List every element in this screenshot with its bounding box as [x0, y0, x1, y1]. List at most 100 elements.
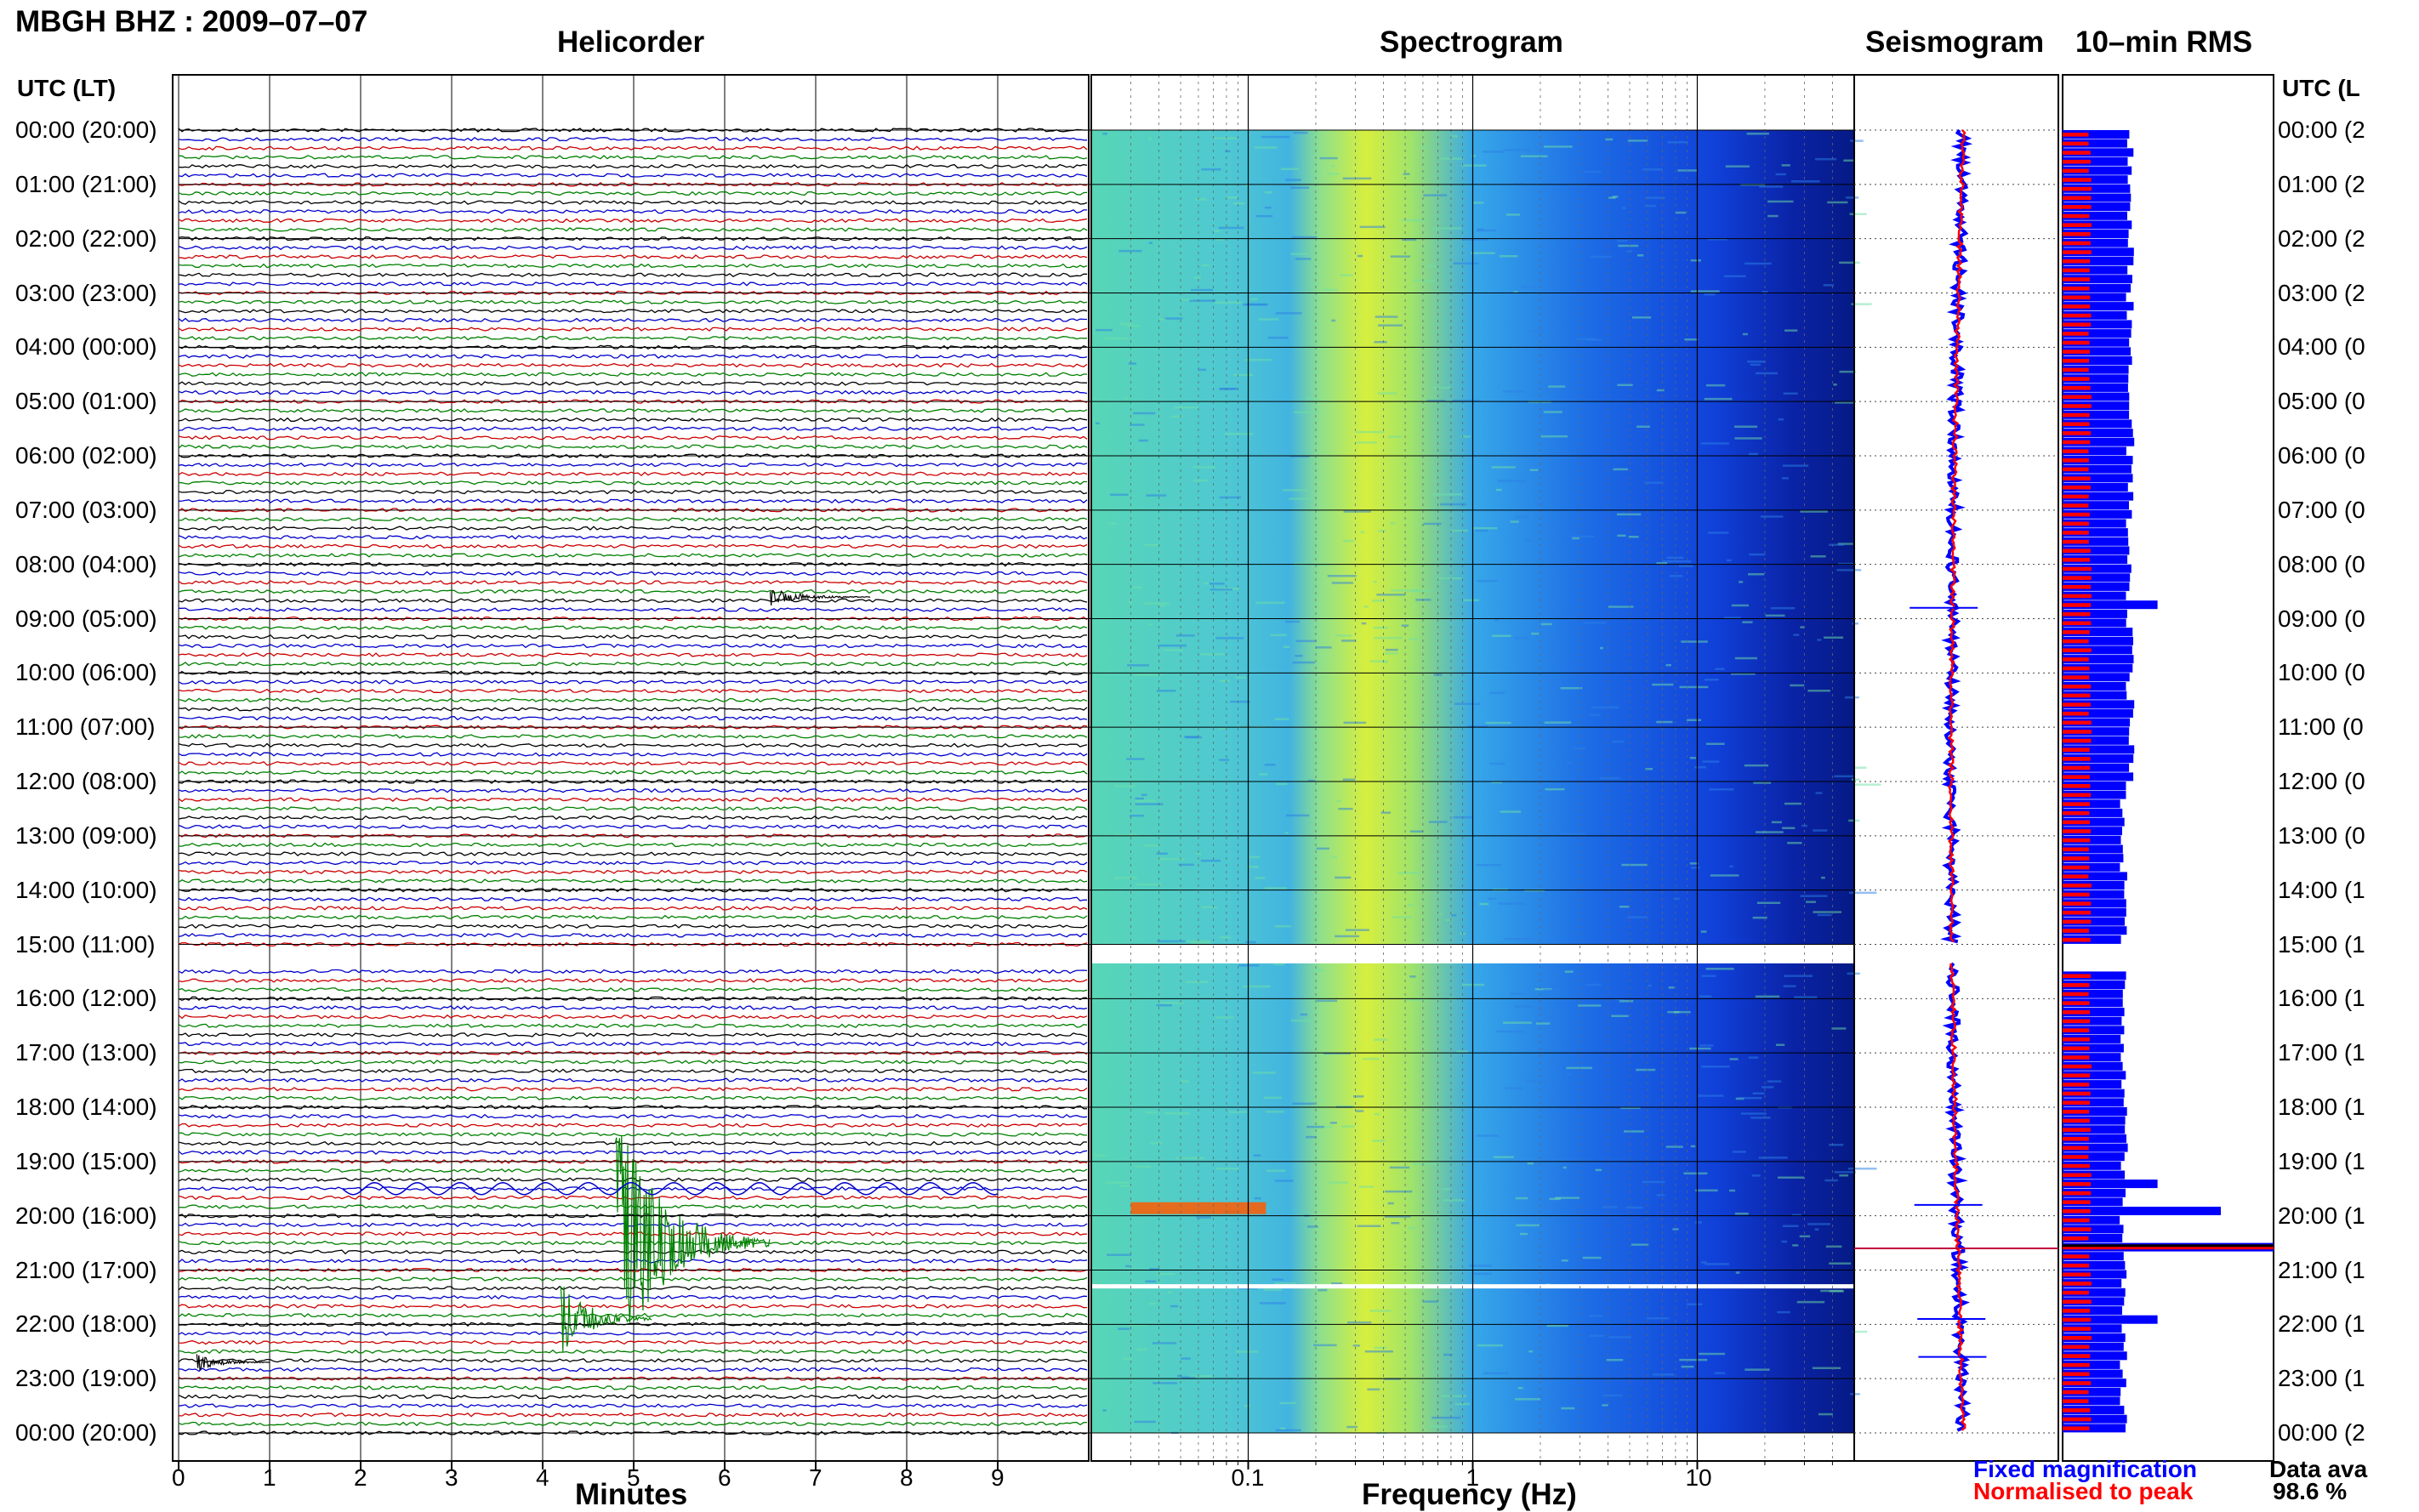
helicorder-trace [178, 906, 1088, 911]
spectrogram-texture [1264, 887, 1287, 890]
spectrogram-texture [1428, 821, 1448, 823]
utc-row-label-right: 19:00 (1 [2278, 1147, 2365, 1174]
spectrogram-texture [1274, 1179, 1294, 1182]
rms-fixed-bar [2063, 1179, 2158, 1189]
spectrogram-texture [1637, 254, 1644, 257]
spectrogram-texture [1357, 1225, 1381, 1227]
spectrogram-texture [1488, 897, 1497, 901]
spectrogram-texture [1834, 401, 1855, 404]
spectrogram-texture [1585, 983, 1602, 986]
rms-fixed-bar [2063, 365, 2129, 374]
spectrogram-texture [1752, 916, 1767, 919]
spectrogram-texture [1735, 1271, 1740, 1274]
spectrogram-texture [1617, 384, 1633, 386]
spectrogram-texture [1378, 530, 1386, 532]
rms-fixed-bar [2063, 202, 2131, 212]
rms-normalised-bar [2063, 422, 2090, 426]
spectrogram-texture [1778, 1176, 1804, 1179]
rms-fixed-bar [2063, 456, 2133, 464]
spectrogram-texture [1201, 264, 1210, 267]
spectrogram-texture [1361, 622, 1367, 625]
spectrogram-texture [1613, 468, 1628, 471]
spectrogram-texture [1700, 930, 1707, 933]
spectrogram-texture [1513, 182, 1524, 185]
rms-fixed-bar [2063, 1016, 2122, 1026]
utc-row-label: 08:00 (04:00) [15, 550, 157, 577]
spectrogram-texture [1762, 291, 1768, 293]
spectrogram-texture [1445, 918, 1453, 922]
utc-axis-header-right: UTC (L [2282, 75, 2360, 101]
spectrogram-texture [1818, 1413, 1833, 1416]
spectrogram-texture [1170, 415, 1184, 418]
utc-row-label-right: 17:00 (1 [2278, 1039, 2365, 1066]
rms-fixed-bar [2063, 275, 2132, 284]
rms-fixed-bar [2063, 392, 2130, 401]
spectrogram-texture [1306, 1125, 1324, 1128]
spectrogram-texture [1731, 604, 1749, 607]
spectrogram-texture [1127, 664, 1149, 667]
spectrogram-texture [1215, 238, 1224, 241]
spectrogram-texture [1748, 452, 1758, 456]
spectrogram-texture [1383, 661, 1387, 663]
rms-normalised-bar [2063, 675, 2090, 679]
spectrogram-texture [1255, 601, 1285, 605]
spectrogram-texture [1292, 661, 1315, 664]
utc-row-label: 17:00 (13:00) [15, 1039, 157, 1066]
helicorder-tick-label: 1 [263, 1464, 276, 1491]
spectrogram-texture [1806, 901, 1816, 903]
helicorder-trace [178, 761, 1088, 766]
spectrogram-texture [1853, 766, 1867, 769]
rms-normalised-bar [2063, 467, 2089, 472]
spectrogram-texture [1215, 1168, 1239, 1170]
spectrogram-texture [1476, 229, 1496, 232]
spectrogram-texture [1316, 646, 1332, 649]
helicorder-trace [179, 607, 1088, 612]
spectrogram-texture [1572, 537, 1579, 540]
spectrogram-texture [1224, 433, 1254, 435]
rms-fixed-bar [2063, 1369, 2123, 1378]
spectrogram-texture [1443, 1353, 1453, 1356]
spectrogram-texture [1456, 1050, 1468, 1053]
rms-normalised-bar [2063, 584, 2092, 589]
rms-normalised-bar [2063, 250, 2092, 254]
spectrogram-texture [1617, 534, 1626, 537]
rms-normalised-bar [2063, 241, 2091, 246]
spectrogram-texture [1163, 649, 1184, 651]
rms-fixed-bar [2063, 1406, 2125, 1415]
spectrogram-texture [1306, 1135, 1317, 1139]
spectrogram-texture [1812, 1367, 1841, 1369]
rms-normalised-bar [2063, 322, 2092, 327]
spectrogram-texture [1642, 168, 1663, 171]
helicorder-trace [178, 1421, 1088, 1427]
spectrogram-texture [1363, 605, 1369, 608]
spectrogram-texture [1756, 901, 1781, 904]
spectrogram-texture [1135, 1165, 1152, 1168]
helicorder-trace [178, 715, 1088, 721]
spectrogram-texture [1245, 941, 1256, 944]
utc-row-label-right: 05:00 (0 [2278, 388, 2365, 415]
spectrogram-texture [1707, 531, 1729, 534]
rms-normalised-bar [2063, 295, 2091, 300]
rms-normalised-bar [2063, 1399, 2089, 1403]
utc-row-label: 22:00 (18:00) [15, 1310, 157, 1338]
spectrogram-texture [1540, 435, 1568, 438]
spectrogram-texture [1329, 1181, 1348, 1184]
spectrogram-texture [1214, 137, 1238, 139]
rms-normalised-bar [2063, 874, 2089, 878]
spectrogram-texture [1415, 599, 1431, 601]
spectrogram-texture [1791, 1214, 1801, 1217]
spectrogram-texture [1628, 536, 1639, 538]
rms-fixed-bar [2063, 175, 2128, 185]
rms-fixed-bar [2063, 1207, 2221, 1215]
rms-normalised-bar [2063, 775, 2090, 779]
spectrogram-texture [1219, 388, 1237, 390]
spectrogram-texture [1767, 200, 1794, 203]
spectrogram-texture [1602, 1394, 1623, 1397]
rms-fixed-bar [2063, 401, 2130, 411]
spectrogram-texture [1235, 676, 1247, 679]
spectrogram-texture [1094, 1154, 1106, 1157]
spectrogram-texture [1219, 679, 1231, 682]
spectrogram-texture [1463, 599, 1479, 601]
spectrogram-texture [1829, 1144, 1844, 1146]
